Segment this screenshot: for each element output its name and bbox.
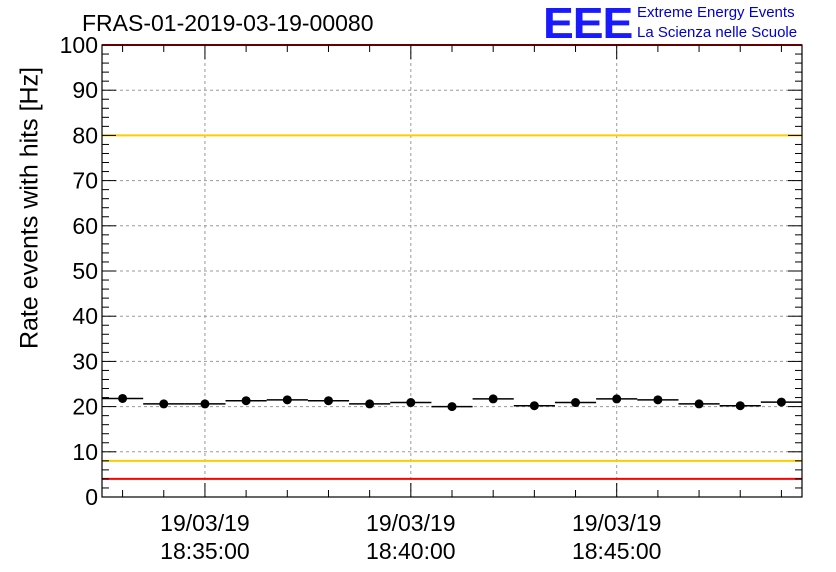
data-point xyxy=(323,396,333,406)
chart-title: FRAS-01-2019-03-19-00080 xyxy=(82,10,374,36)
y-tick-label: 90 xyxy=(72,77,98,103)
y-tick-label: 30 xyxy=(72,348,98,374)
data-point xyxy=(159,399,169,409)
y-tick-label: 0 xyxy=(85,484,98,510)
data-point xyxy=(118,393,128,403)
data-point xyxy=(447,402,457,412)
data-point xyxy=(365,399,375,409)
y-tick-label: 20 xyxy=(72,394,98,420)
x-tick-label-time: 18:45:00 xyxy=(572,538,662,564)
y-tick-label: 60 xyxy=(72,213,98,239)
data-point xyxy=(612,394,622,404)
data-point xyxy=(694,399,704,409)
reference-lines xyxy=(102,44,802,480)
data-point xyxy=(406,398,416,408)
eee-logo: EEE xyxy=(543,0,633,48)
data-point xyxy=(735,401,745,411)
y-tick-label: 80 xyxy=(72,122,98,148)
y-tick-label: 70 xyxy=(72,168,98,194)
data-point xyxy=(653,395,663,405)
y-tick-label: 100 xyxy=(60,32,98,58)
x-tick-label-date: 19/03/19 xyxy=(160,510,250,536)
x-tick-label-date: 19/03/19 xyxy=(572,510,662,536)
data-series xyxy=(102,393,802,412)
data-point xyxy=(529,401,539,411)
data-point xyxy=(241,396,251,406)
x-tick-label-time: 18:40:00 xyxy=(366,538,456,564)
axes: 010203040506070809010019/03/1918:35:0019… xyxy=(60,32,803,564)
y-tick-label: 10 xyxy=(72,439,98,465)
data-point xyxy=(200,399,210,409)
data-point xyxy=(282,395,292,405)
grid xyxy=(102,45,802,497)
x-tick-label-date: 19/03/19 xyxy=(366,510,456,536)
y-tick-label: 40 xyxy=(72,303,98,329)
logo-subtitle-line2: La Scienza nelle Scuole xyxy=(637,24,798,41)
x-tick-label-time: 18:35:00 xyxy=(160,538,250,564)
data-point xyxy=(776,397,786,407)
data-point xyxy=(488,394,498,404)
data-point xyxy=(571,398,581,408)
logo-subtitle-line1: Extreme Energy Events xyxy=(637,4,795,21)
y-tick-label: 50 xyxy=(72,258,98,284)
